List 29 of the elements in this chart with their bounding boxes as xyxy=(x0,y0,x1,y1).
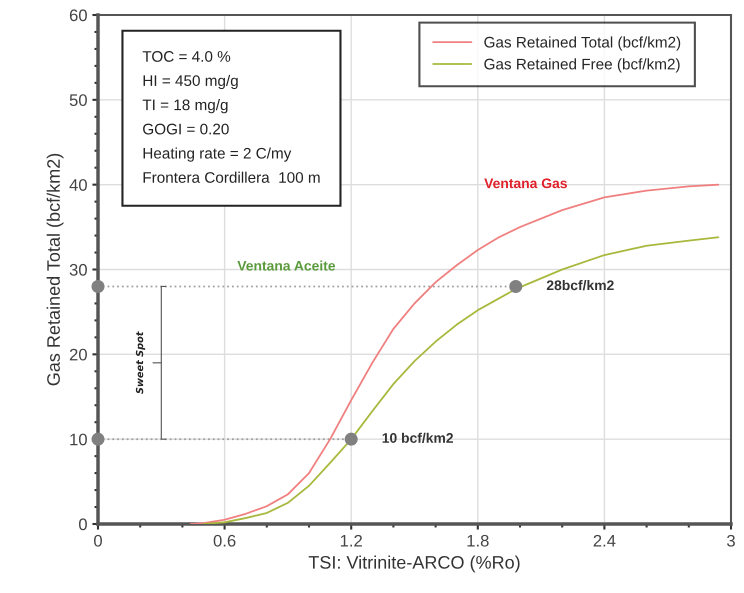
x-tick-label: 3 xyxy=(727,534,735,547)
y-tick-label: 50 xyxy=(70,94,87,106)
annotation: Heating rate = 2 C/my xyxy=(144,147,292,162)
annotation: Frontera Cordillera 100 m xyxy=(144,172,320,183)
x-tick-label: 2.4 xyxy=(594,534,616,546)
annotation: 10 bcf/km2 xyxy=(382,432,453,444)
x-tick-label: 1.2 xyxy=(340,534,362,546)
x-tick-label: 1.8 xyxy=(467,534,489,547)
line-series xyxy=(202,236,720,524)
annotation: Ventana Aceite xyxy=(237,260,336,271)
y-tick-label: 20 xyxy=(70,348,87,361)
x-axis-title: TSI: Vitrinite-ARCO (%Ro) xyxy=(308,556,520,572)
y-tick-label: 10 xyxy=(70,434,87,446)
annotation: TI = 18 mg/g xyxy=(142,99,228,114)
annotation: Sweet Spot xyxy=(136,331,146,394)
y-axis-title: Gas Retained Total (bcf/km2) xyxy=(46,154,64,386)
annotation: 28bcf/km2 xyxy=(546,280,614,290)
legend-label: Gas Retained Free (bcf/km2) xyxy=(484,58,680,73)
annotation: Ventana Gas xyxy=(484,178,567,188)
annotation: GOGI = 0.20 xyxy=(143,124,229,134)
y-tick-label: 60 xyxy=(70,9,87,22)
annotation: HI = 450 mg/g xyxy=(144,74,238,90)
x-tick-label: 0.6 xyxy=(214,534,236,547)
y-tick-label: 30 xyxy=(70,264,87,276)
y-tick-label: 0 xyxy=(78,518,87,530)
annotation: TOC = 4.0 % xyxy=(142,51,230,62)
y-tick-label: 40 xyxy=(69,179,87,191)
legend-label: Gas Retained Total (bcf/km2) xyxy=(484,36,680,51)
x-tick-label: 0 xyxy=(94,534,102,547)
